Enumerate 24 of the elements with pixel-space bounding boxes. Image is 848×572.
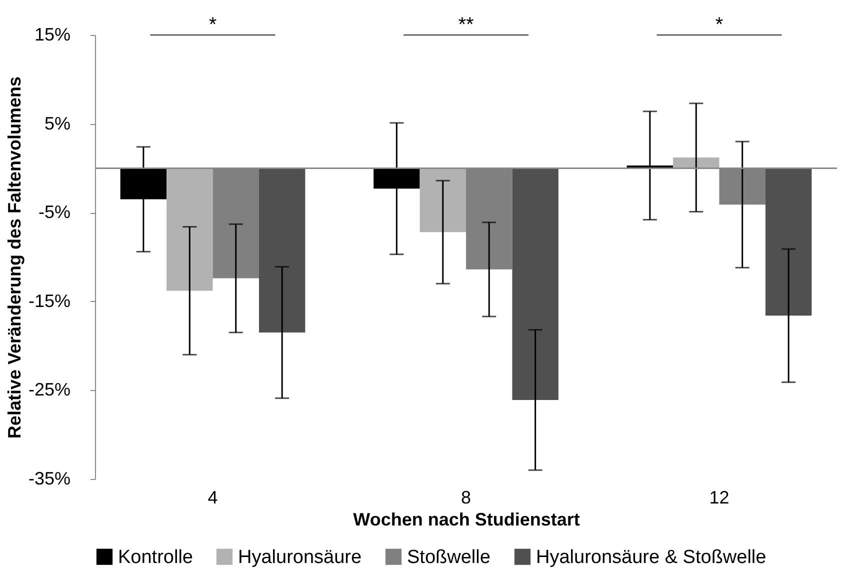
y-tick-label: -15% — [28, 290, 70, 311]
annotation: * — [208, 14, 217, 36]
legend-label: Hyaluronsäure & Stoßwelle — [536, 546, 766, 568]
y-axis-title: Relative Veränderung des Faltenvolumens — [4, 76, 24, 439]
bar — [166, 168, 213, 291]
legend-label: Kontrolle — [118, 546, 193, 568]
annotation: * — [715, 14, 724, 36]
y-tick-label: 5% — [44, 113, 70, 134]
bar — [258, 168, 306, 332]
annotation: ** — [458, 14, 474, 36]
bar — [765, 168, 812, 316]
y-tick-label: 15% — [34, 24, 70, 44]
x-axis-title: Wochen nach Studienstart — [353, 510, 580, 530]
x-tick-label: 4 — [208, 488, 218, 508]
y-tick-label: -5% — [38, 202, 70, 222]
y-tick-label: -25% — [28, 380, 70, 400]
x-tick-label: 8 — [460, 488, 472, 508]
legend-label: Stoßwelle — [407, 546, 490, 568]
bar — [512, 168, 558, 400]
y-tick-label: -35% — [28, 468, 70, 488]
x-tick-label: 12 — [709, 488, 730, 508]
bar — [420, 168, 466, 232]
bar — [673, 158, 720, 168]
legend-label: Hyaluronsäure — [238, 546, 362, 568]
